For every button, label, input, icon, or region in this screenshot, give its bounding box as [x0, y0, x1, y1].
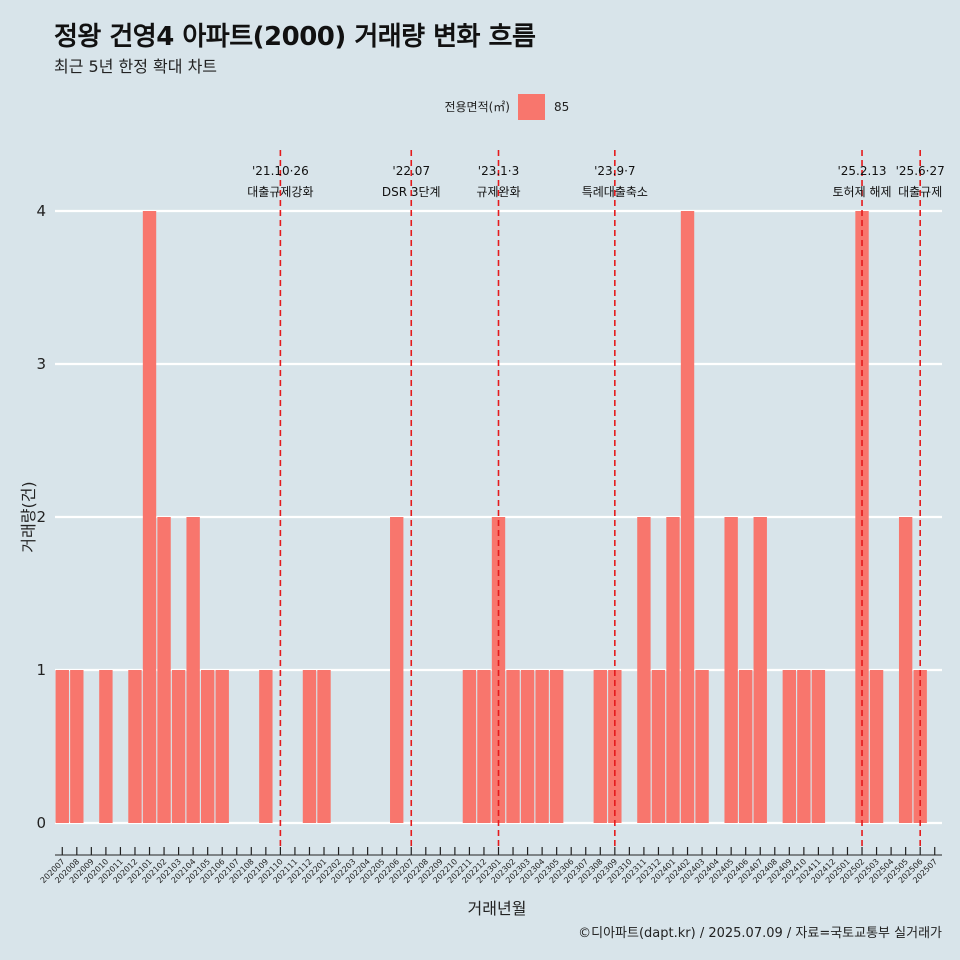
- bar-series: [55, 211, 927, 823]
- bar: [215, 670, 229, 823]
- bar: [200, 670, 215, 823]
- bar: [913, 670, 927, 823]
- event-label: 규제완화: [476, 185, 520, 199]
- bar: [520, 670, 535, 823]
- event-date-label: '21.10·26: [252, 164, 309, 178]
- event-date-label: '25.2.13: [837, 164, 886, 178]
- bar: [797, 670, 811, 823]
- y-axis-title: 거래량(건): [19, 481, 38, 552]
- legend-swatch: [518, 94, 545, 120]
- bar: [811, 670, 826, 823]
- bar: [70, 670, 84, 823]
- bar: [549, 670, 564, 823]
- bar: [651, 670, 666, 823]
- y-axis-ticks: 0 1 2 3 4: [36, 202, 46, 832]
- bar: [637, 517, 651, 823]
- event-label: 특례대출축소: [582, 185, 648, 199]
- bar: [128, 670, 142, 823]
- y-tick-label: 2: [36, 508, 46, 526]
- bar: [608, 670, 622, 823]
- chart-title: 정왕 건영4 아파트(2000) 거래량 변화 흐름: [54, 22, 536, 52]
- bar: [724, 517, 738, 823]
- event-label: 대출규제: [898, 185, 942, 199]
- bar: [99, 670, 113, 823]
- bar: [55, 670, 69, 823]
- x-axis: 2020072020082020092020102020112020122021…: [39, 847, 942, 885]
- event-label: 대출규제강화: [247, 185, 313, 199]
- bar: [171, 670, 186, 823]
- y-tick-label: 3: [36, 355, 46, 373]
- bar: [695, 670, 709, 823]
- bar: [753, 517, 767, 823]
- bar: [535, 670, 549, 823]
- legend-title: 전용면적(㎡): [444, 100, 510, 114]
- source-caption: ©디아파트(dapt.kr) / 2025.07.09 / 자료=국토교통부 실…: [578, 926, 942, 941]
- legend-series-label: 85: [554, 100, 569, 114]
- bar: [869, 670, 884, 823]
- chart-subtitle: 최근 5년 한정 확대 차트: [54, 57, 218, 76]
- event-label: 토허제 해제: [833, 185, 892, 199]
- y-tick-label: 0: [36, 814, 46, 832]
- y-tick-label: 4: [36, 202, 46, 220]
- event-date-label: '25.6·27: [896, 164, 945, 178]
- bar: [390, 517, 404, 823]
- bar: [462, 670, 477, 823]
- bar: [680, 211, 695, 823]
- bar: [186, 517, 200, 823]
- event-label: DSR 3단계: [382, 185, 441, 199]
- bar: [739, 670, 753, 823]
- bar: [302, 670, 317, 823]
- bar: [855, 211, 869, 823]
- bar: [317, 670, 331, 823]
- bar: [782, 670, 797, 823]
- bar: [506, 670, 520, 823]
- event-date-label: '23.9·7: [594, 164, 635, 178]
- bar: [477, 670, 491, 823]
- event-date-label: '22.07: [392, 164, 430, 178]
- bar: [157, 517, 171, 823]
- y-tick-label: 1: [36, 661, 46, 679]
- bar: [259, 670, 273, 823]
- bar: [898, 517, 913, 823]
- event-markers: '21.10·26 대출규제강화 '22.07 DSR 3단계 '23.1·3 규제완화 '…: [247, 150, 945, 850]
- legend: 전용면적(㎡) 85: [444, 94, 569, 120]
- x-axis-title: 거래년월: [468, 899, 527, 918]
- event-date-label: '23.1·3: [478, 164, 519, 178]
- bar: [593, 670, 607, 823]
- bar: [142, 211, 157, 823]
- bar: [666, 517, 680, 823]
